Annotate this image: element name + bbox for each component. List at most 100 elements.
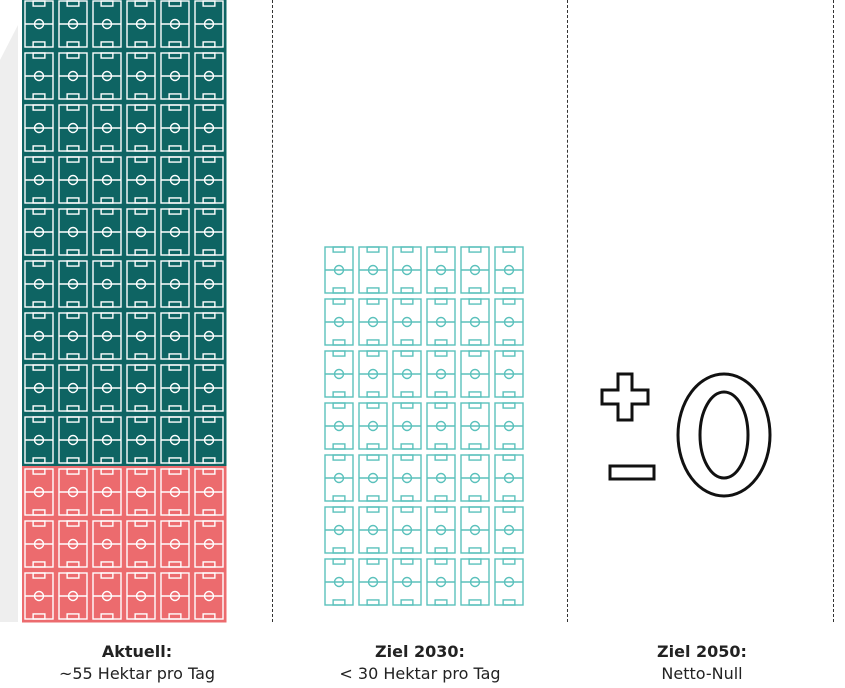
column-divider-1 (272, 0, 273, 622)
pitch-icon (90, 570, 125, 623)
pitch-icon (324, 350, 354, 398)
pitch-icon (158, 154, 193, 207)
pitch-icon (158, 50, 193, 103)
pitch-icon (158, 0, 193, 51)
pitch-icon (124, 570, 159, 623)
pitch-icon (324, 454, 354, 502)
plus-minus-zero-symbol (600, 372, 772, 498)
pitch-icon (192, 206, 227, 259)
column-label-3: Ziel 2050: Netto-Null (572, 641, 832, 685)
pitch-icon (124, 310, 159, 363)
pitch-icon (358, 350, 388, 398)
label-sub-1: ~55 Hektar pro Tag (58, 664, 216, 683)
pitch-icon (392, 350, 422, 398)
pitch-icon (494, 558, 524, 606)
pitch-icon (90, 414, 125, 467)
pitch-icon (56, 258, 91, 311)
pitch-icon (90, 154, 125, 207)
pitch-icon (56, 362, 91, 415)
pitch-icon (22, 310, 57, 363)
pitch-icon (90, 518, 125, 571)
pitch-icon (358, 402, 388, 450)
pitch-icon (494, 298, 524, 346)
pitch-icon (392, 402, 422, 450)
label-sub-2: < 30 Hektar pro Tag (339, 664, 501, 683)
pitch-icon (90, 0, 125, 51)
pitch-icon (22, 466, 57, 519)
pitch-icon (56, 50, 91, 103)
pitch-icon (56, 570, 91, 623)
zero-outer (676, 372, 772, 498)
pitch-icon (192, 154, 227, 207)
pitch-icon (392, 558, 422, 606)
pitch-icon (22, 206, 57, 259)
pitch-icon (90, 258, 125, 311)
pitch-icon (56, 414, 91, 467)
pitch-icon (124, 466, 159, 519)
pitch-icon (494, 454, 524, 502)
pitch-icon (324, 506, 354, 554)
backdrop-shape (0, 25, 18, 622)
pitch-icon (22, 570, 57, 623)
pitch-icon (426, 298, 456, 346)
label-head-2: Ziel 2030: (375, 642, 465, 661)
pitch-icon (158, 570, 193, 623)
pitch-icon (22, 0, 57, 51)
pitch-icon (158, 466, 193, 519)
pitch-icon (124, 50, 159, 103)
pitch-icon (22, 50, 57, 103)
pitch-icon (22, 414, 57, 467)
pitch-icon (460, 350, 490, 398)
pitch-icon (90, 50, 125, 103)
pitch-icon (358, 454, 388, 502)
pitch-icon (392, 454, 422, 502)
pitch-icon (426, 558, 456, 606)
column-label-2: Ziel 2030: < 30 Hektar pro Tag (290, 641, 550, 685)
pitch-icon (192, 466, 227, 519)
pitch-icon (192, 362, 227, 415)
pitch-icon (192, 310, 227, 363)
pitch-icon (124, 414, 159, 467)
pitch-icon (90, 310, 125, 363)
pitch-icon (460, 558, 490, 606)
pitch-icon (494, 402, 524, 450)
pitch-icon (124, 258, 159, 311)
pitch-icon (460, 298, 490, 346)
column-divider-3 (833, 0, 834, 622)
pitch-icon (158, 258, 193, 311)
pitch-icon (494, 350, 524, 398)
pitch-icon (56, 206, 91, 259)
pitch-icon (158, 414, 193, 467)
pitch-icon (22, 102, 57, 155)
pitch-icon (124, 206, 159, 259)
label-head-1: Aktuell: (101, 642, 173, 661)
pitch-icon (426, 350, 456, 398)
column-label-1: Aktuell: ~55 Hektar pro Tag (7, 641, 267, 685)
pitch-icon (324, 402, 354, 450)
column-divider-2 (567, 0, 568, 622)
pitch-icon (358, 558, 388, 606)
pitch-icon (460, 402, 490, 450)
pitch-icon (358, 506, 388, 554)
pitch-icon (460, 246, 490, 294)
pitch-icon (124, 154, 159, 207)
pitch-icon (324, 558, 354, 606)
plus-icon (600, 372, 650, 422)
pitch-icon (192, 414, 227, 467)
pitch-icon (56, 310, 91, 363)
pitch-icon (158, 518, 193, 571)
label-head-3: Ziel 2050: (657, 642, 747, 661)
pitch-icon (90, 362, 125, 415)
pitch-icon (460, 506, 490, 554)
pitch-icon (90, 102, 125, 155)
pitch-icon (358, 246, 388, 294)
pitch-icon (324, 298, 354, 346)
pitch-icon (124, 0, 159, 51)
pitch-icon (124, 518, 159, 571)
pitch-icon (22, 362, 57, 415)
pitch-icon (392, 506, 422, 554)
minus-icon (608, 464, 656, 481)
pitch-icon (192, 50, 227, 103)
zero-inner (698, 390, 750, 480)
